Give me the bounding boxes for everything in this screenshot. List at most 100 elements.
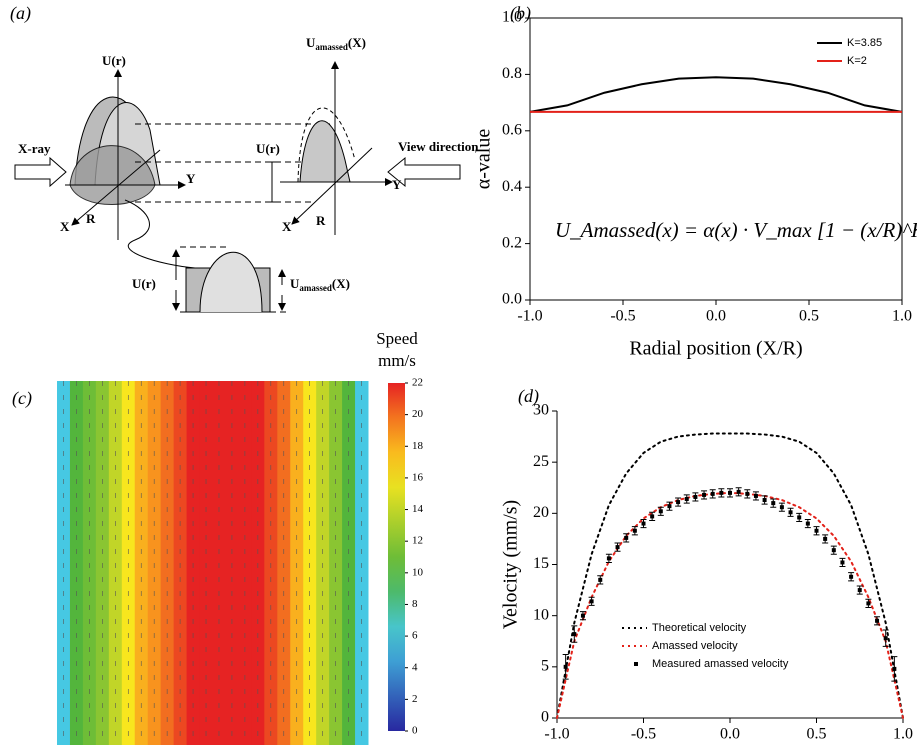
- error-cap: [822, 534, 829, 544]
- error-cap: [839, 557, 846, 568]
- legend-label: Measured amassed velocity: [652, 658, 789, 670]
- error-cap: [683, 494, 690, 504]
- legend-label: K=2: [847, 55, 867, 67]
- x-axis-label: Radial position (X/R): [629, 338, 802, 360]
- diagram-label: X: [60, 219, 70, 234]
- data-point: [667, 504, 672, 509]
- error-cap: [718, 488, 725, 498]
- error-cap: [666, 501, 673, 511]
- colorbar-tick-label: 8: [412, 598, 418, 610]
- data-point: [684, 497, 689, 502]
- data-point: [797, 515, 802, 520]
- data-point: [814, 528, 819, 533]
- diagram-label: X-ray: [18, 141, 51, 156]
- error-cap: [744, 489, 751, 499]
- error-cap: [727, 488, 733, 498]
- colorbar-tick-label: 22: [412, 377, 423, 389]
- data-point: [702, 492, 707, 497]
- diagram-label: Uamassed(X): [290, 276, 350, 293]
- data-point: [788, 510, 793, 515]
- legend-marker: [634, 662, 638, 666]
- y-axis-label: α-value: [473, 129, 495, 190]
- error-cap: [571, 625, 578, 643]
- legend-label: K=3.85: [847, 37, 882, 49]
- colorbar-tick-label: 20: [412, 408, 424, 420]
- y-tick-label: 5: [541, 658, 549, 675]
- x-tick-label: -1.0: [517, 308, 542, 325]
- error-cap: [657, 506, 664, 516]
- x-tick-label: 0.5: [799, 308, 819, 325]
- error-cap: [701, 490, 708, 500]
- x-tick-label: 0.0: [706, 308, 726, 325]
- colorbar-tick-label: 6: [412, 630, 418, 642]
- data-point: [641, 521, 646, 526]
- data-point: [875, 618, 880, 623]
- data-point: [632, 528, 637, 533]
- diagram-label: U(r): [256, 141, 280, 156]
- error-cap: [813, 526, 820, 536]
- legend-label: Amassed velocity: [652, 640, 738, 652]
- error-cap: [804, 518, 811, 529]
- data-point: [840, 560, 845, 565]
- error-cap: [692, 492, 699, 502]
- error-cap: [848, 572, 855, 582]
- y-tick-label: 0.0: [502, 291, 522, 308]
- x-tick-label: 1.0: [892, 308, 912, 325]
- data-point: [779, 505, 784, 510]
- series-line: [556, 491, 904, 719]
- error-cap: [787, 507, 794, 517]
- error-cap: [761, 495, 768, 505]
- data-point: [615, 545, 620, 550]
- data-point: [710, 491, 715, 496]
- diagram-label: U(r): [102, 53, 126, 68]
- diagram-label: Y: [392, 177, 402, 192]
- data-point: [736, 489, 741, 494]
- data-point: [658, 509, 663, 514]
- y-tick-label: 1.0: [502, 9, 522, 26]
- error-cap: [882, 629, 889, 647]
- error-cap: [640, 518, 647, 529]
- y-tick-label: 15: [533, 555, 549, 572]
- error-cap: [562, 654, 569, 680]
- diagram-label: Y: [186, 171, 196, 186]
- data-point: [892, 666, 897, 671]
- error-cap: [752, 491, 759, 501]
- diagram-label: View direction: [398, 139, 479, 154]
- colorbar-unit: mm/s: [378, 351, 416, 370]
- error-cap: [796, 512, 803, 523]
- data-point: [650, 514, 655, 519]
- data-point: [580, 613, 585, 618]
- data-point: [572, 632, 577, 637]
- error-cap: [579, 611, 586, 621]
- error-cap: [865, 598, 872, 608]
- data-point: [762, 498, 767, 503]
- y-tick-label: 0.8: [502, 65, 522, 82]
- data-point: [676, 500, 681, 505]
- error-cap: [614, 542, 621, 552]
- colorbar-tick-label: 10: [412, 566, 424, 578]
- diagram-label: Uamassed(X): [306, 35, 366, 52]
- data-point: [857, 588, 862, 593]
- panel-label: (d): [518, 386, 539, 407]
- x-tick-label: 0.5: [807, 726, 827, 743]
- panel-label: (c): [12, 388, 32, 409]
- series-line: [529, 76, 903, 113]
- x-tick-label: 1.0: [893, 726, 913, 743]
- x-tick-label: -1.0: [544, 726, 569, 743]
- data-point: [866, 601, 871, 606]
- formula: U_Amassed(x) = α(x) · V_max [1 − (x/R)^K…: [555, 218, 917, 242]
- error-cap: [891, 656, 898, 682]
- diagram-label: X: [282, 219, 292, 234]
- data-point: [589, 599, 594, 604]
- colorbar-tick-label: 2: [412, 693, 418, 705]
- series-line: [556, 432, 904, 719]
- data-point: [606, 556, 611, 561]
- data-point: [849, 574, 854, 579]
- error-cap: [631, 526, 638, 536]
- colorbar-tick-label: 18: [412, 440, 424, 452]
- data-point: [805, 521, 810, 526]
- x-tick-label: 0.0: [720, 726, 740, 743]
- colorbar-tick-label: 14: [412, 503, 424, 515]
- error-cap: [649, 511, 656, 521]
